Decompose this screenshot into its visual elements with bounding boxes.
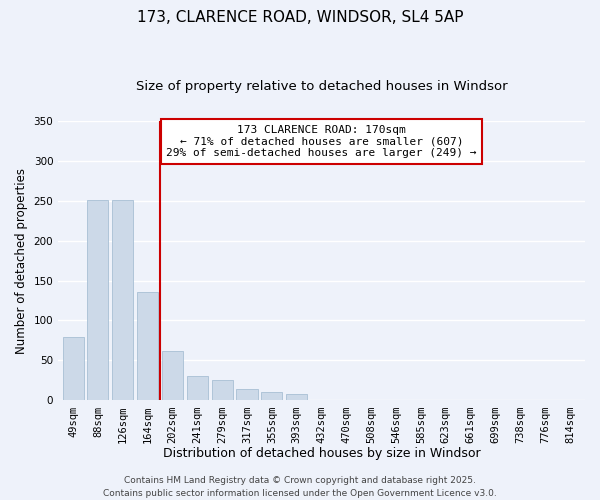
Text: Contains HM Land Registry data © Crown copyright and database right 2025.
Contai: Contains HM Land Registry data © Crown c…: [103, 476, 497, 498]
Y-axis label: Number of detached properties: Number of detached properties: [15, 168, 28, 354]
Title: Size of property relative to detached houses in Windsor: Size of property relative to detached ho…: [136, 80, 508, 93]
Bar: [262, 392, 283, 400]
Text: 173 CLARENCE ROAD: 170sqm
← 71% of detached houses are smaller (607)
29% of semi: 173 CLARENCE ROAD: 170sqm ← 71% of detac…: [166, 125, 477, 158]
Bar: [236, 390, 257, 400]
Bar: [212, 380, 233, 400]
Bar: [88, 200, 109, 400]
Bar: [162, 351, 183, 401]
Bar: [137, 292, 158, 401]
Bar: [112, 200, 133, 400]
Text: 173, CLARENCE ROAD, WINDSOR, SL4 5AP: 173, CLARENCE ROAD, WINDSOR, SL4 5AP: [137, 10, 463, 25]
Bar: [286, 394, 307, 400]
Bar: [62, 338, 83, 400]
X-axis label: Distribution of detached houses by size in Windsor: Distribution of detached houses by size …: [163, 447, 481, 460]
Bar: [187, 376, 208, 400]
